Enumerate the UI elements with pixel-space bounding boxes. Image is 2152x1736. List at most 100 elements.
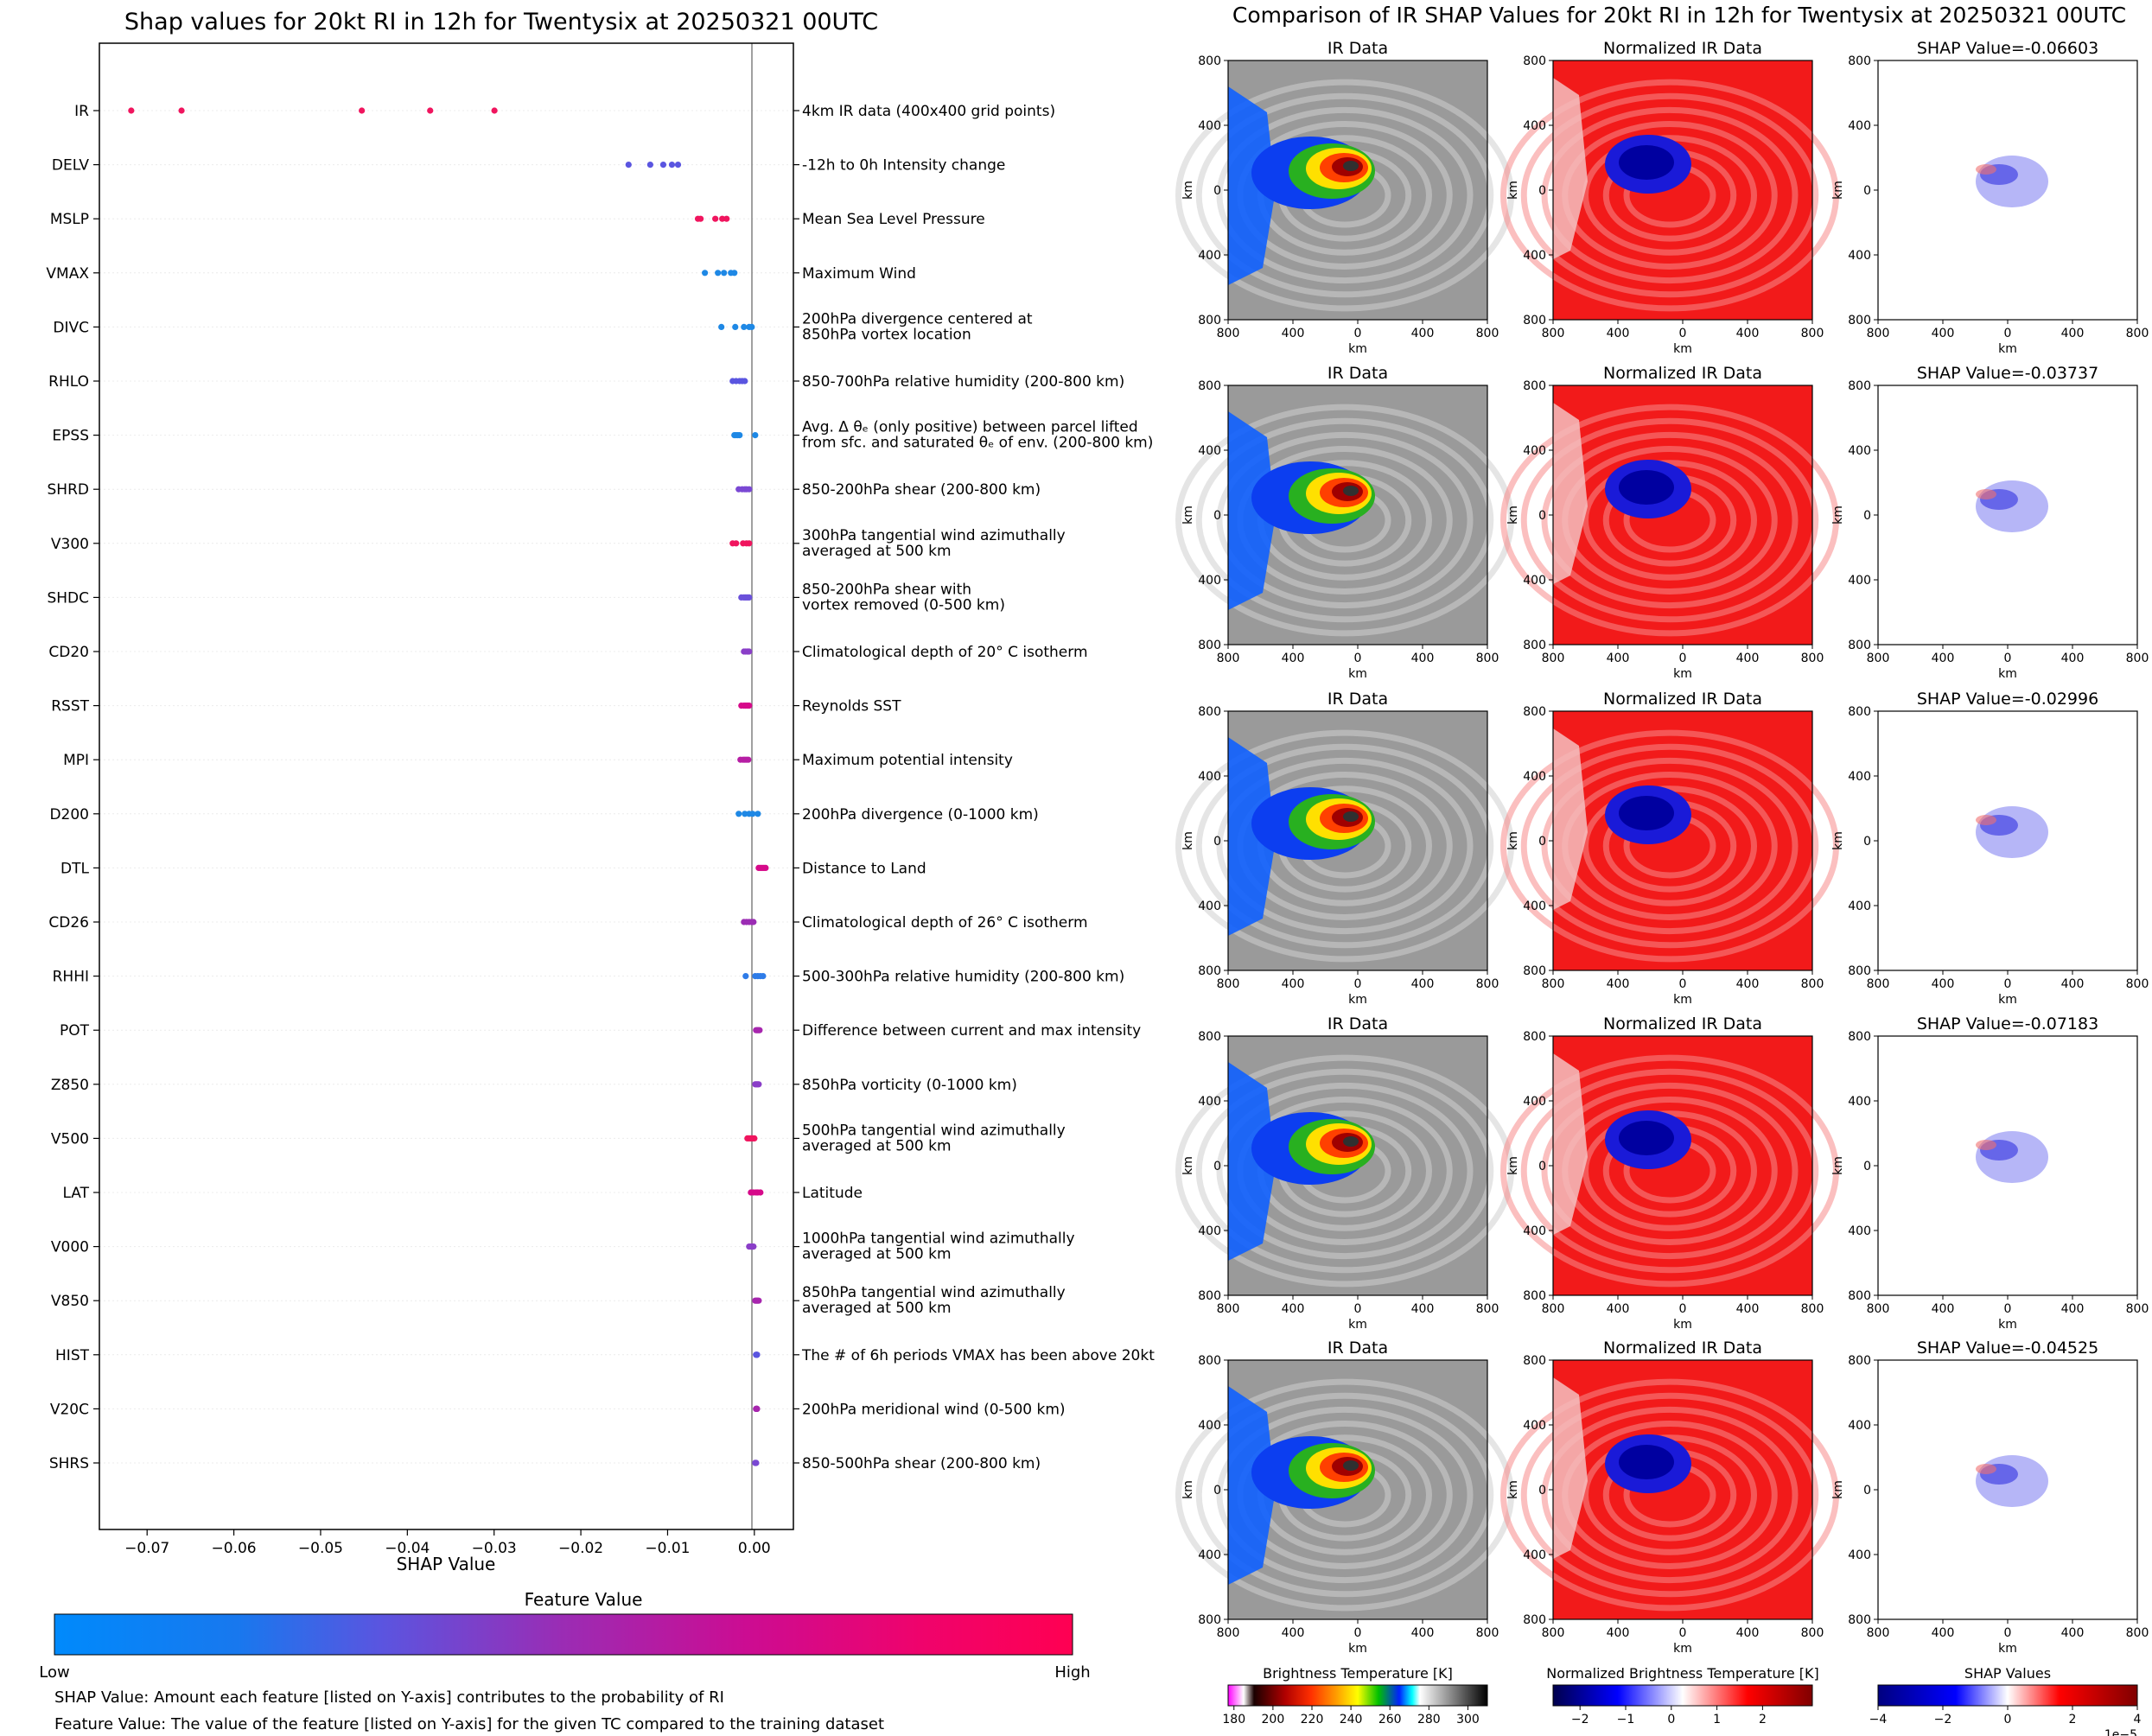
cloud-band bbox=[1582, 460, 1757, 581]
xtick-label: −0.07 bbox=[124, 1540, 169, 1557]
cloud-band bbox=[1216, 106, 1474, 284]
map-ytick-label: 400 bbox=[1198, 574, 1221, 588]
feature-value-colorbar-title: Feature Value bbox=[525, 1589, 643, 1610]
map-ytick-label: 400 bbox=[1848, 1224, 1871, 1238]
map-ytick-label: 800 bbox=[1848, 1354, 1871, 1368]
map-ytick-label: 400 bbox=[1848, 444, 1871, 458]
feature-desc-epss: Avg. Δ θₑ (only positive) between parcel… bbox=[802, 419, 1138, 436]
shap-point-v000 bbox=[750, 1243, 757, 1250]
map-ytick-label: 400 bbox=[1523, 1548, 1546, 1562]
feature-desc-mslp: Mean Sea Level Pressure bbox=[802, 211, 985, 228]
map-xtick-label: 800 bbox=[2126, 1302, 2149, 1316]
map-x-axis-label: km bbox=[1673, 667, 1692, 681]
map-ytick-label: 400 bbox=[1848, 1548, 1871, 1562]
map-xtick-label: 400 bbox=[1736, 1302, 1760, 1316]
map-x-axis-label: km bbox=[1348, 667, 1367, 681]
map-panel: Normalized IR Data8008004004000040040080… bbox=[1500, 1339, 1839, 1656]
xtick-label: −0.06 bbox=[212, 1540, 257, 1557]
feature-label-d200: D200 bbox=[49, 806, 89, 823]
map-xtick-label: 800 bbox=[1476, 327, 1499, 340]
shap-point-divc bbox=[741, 323, 748, 330]
shap-point-vmax bbox=[715, 270, 722, 277]
map-x-axis-label: km bbox=[1998, 993, 2017, 1007]
feature-label-lat: LAT bbox=[62, 1185, 89, 1202]
convection-core bbox=[1343, 486, 1359, 496]
map-ytick-label: 0 bbox=[1213, 835, 1221, 849]
shap-point-lat bbox=[757, 1189, 764, 1196]
cold-cloud-west bbox=[1228, 1062, 1276, 1261]
convection-core bbox=[1343, 1136, 1359, 1147]
cold-region-core bbox=[1619, 470, 1674, 505]
map-y-axis-label: km bbox=[1831, 506, 1845, 525]
shap-value-title: SHAP Value=-0.06603 bbox=[1917, 39, 2098, 58]
map-ytick-label: 800 bbox=[1523, 1030, 1546, 1044]
map-ytick-label: 0 bbox=[1213, 184, 1221, 198]
feature-label-rhlo: RHLO bbox=[48, 373, 89, 391]
feature-desc-pot: Difference between current and max inten… bbox=[802, 1022, 1141, 1040]
map-xtick-label: 0 bbox=[1679, 327, 1687, 340]
feature-gridlines bbox=[99, 110, 793, 1464]
feature-value-colorbar bbox=[54, 1613, 1073, 1656]
map-xtick-label: 400 bbox=[1932, 1626, 1955, 1640]
map-y-axis-label: km bbox=[1506, 506, 1520, 525]
cloud-band bbox=[1175, 1054, 1514, 1288]
map-ytick-label: 400 bbox=[1198, 249, 1221, 263]
map-colorbar-tick-label: −2 bbox=[1934, 1713, 1952, 1726]
map-ytick-label: 0 bbox=[1863, 509, 1871, 523]
shap-point-divc bbox=[732, 323, 739, 330]
map-title: IR Data bbox=[1327, 1014, 1388, 1033]
map-panel: Normalized IR Data8008004004000040040080… bbox=[1500, 1014, 1839, 1332]
feature-desc-rhlo: 850-700hPa relative humidity (200-800 km… bbox=[802, 373, 1124, 391]
xtick-label: −0.03 bbox=[472, 1540, 517, 1557]
cloud-band bbox=[1175, 729, 1514, 963]
shap-point-v300 bbox=[733, 540, 740, 547]
shap-point-cd26 bbox=[750, 919, 757, 925]
map-xtick-label: 400 bbox=[1607, 652, 1630, 665]
cloud-band bbox=[1500, 404, 1839, 637]
feature-desc-z850: 850hPa vorticity (0-1000 km) bbox=[802, 1077, 1017, 1094]
map-panel: SHAP Value=-0.03737800800400400004004008… bbox=[1831, 364, 2149, 681]
map-xtick-label: 400 bbox=[2061, 1626, 2085, 1640]
map-ytick-label: 800 bbox=[1198, 314, 1221, 327]
comparison-title: Comparison of IR SHAP Values for 20kt RI… bbox=[1232, 3, 2126, 28]
cloud-band bbox=[1195, 417, 1494, 623]
light-region-west bbox=[1553, 728, 1588, 910]
feature-desc-v500: averaged at 500 km bbox=[802, 1137, 952, 1154]
feature-desc-hist: The # of 6h periods VMAX has been above … bbox=[801, 1347, 1155, 1364]
shap-point-ir bbox=[359, 107, 366, 114]
map-ytick-label: 800 bbox=[1198, 1030, 1221, 1044]
shap-point-d200 bbox=[742, 811, 748, 817]
map-xtick-label: 400 bbox=[1932, 652, 1955, 665]
map-xtick-label: 400 bbox=[1932, 977, 1955, 991]
map-xtick-label: 800 bbox=[1217, 1302, 1240, 1316]
feature-descriptions: 4km IR data (400x400 grid points) -12h to… bbox=[801, 103, 1155, 1472]
map-ytick-label: 400 bbox=[1198, 444, 1221, 458]
map-xtick-label: 400 bbox=[1607, 1626, 1630, 1640]
cloud-band bbox=[1500, 729, 1839, 963]
map-ytick-label: 400 bbox=[1848, 1419, 1871, 1433]
map-colorbar-tick-label: 280 bbox=[1417, 1713, 1441, 1726]
feature-desc-dtl: Distance to Land bbox=[802, 860, 926, 877]
cloud-band bbox=[1175, 1378, 1514, 1612]
feature-label-v20c: V20C bbox=[50, 1401, 89, 1418]
map-ytick-label: 800 bbox=[1848, 639, 1871, 652]
map-y-axis-label: km bbox=[1831, 181, 1845, 200]
map-xtick-label: 400 bbox=[2061, 327, 2085, 340]
map-xtick-label: 800 bbox=[1801, 1626, 1824, 1640]
shap-point-d200 bbox=[754, 811, 761, 817]
map-xtick-label: 0 bbox=[2004, 1302, 2012, 1316]
shap-point-cd20 bbox=[746, 648, 753, 655]
feature-desc-delv: -12h to 0h Intensity change bbox=[802, 157, 1005, 175]
xtick-label: 0.00 bbox=[738, 1540, 771, 1557]
map-panel: Normalized IR Data8008004004000040040080… bbox=[1500, 690, 1839, 1007]
map-ytick-label: 400 bbox=[1523, 1419, 1546, 1433]
feature-label-ir: IR bbox=[74, 103, 89, 120]
map-colorbar bbox=[1552, 1684, 1813, 1707]
map-ytick-label: 800 bbox=[1848, 314, 1871, 327]
map-colorbar-tick-label: 220 bbox=[1301, 1713, 1324, 1726]
map-panel: Normalized IR Data8008004004000040040080… bbox=[1500, 364, 1839, 681]
feature-label-epss: EPSS bbox=[52, 428, 89, 445]
map-xtick-label: 800 bbox=[1217, 327, 1240, 340]
convection-core bbox=[1343, 161, 1359, 171]
